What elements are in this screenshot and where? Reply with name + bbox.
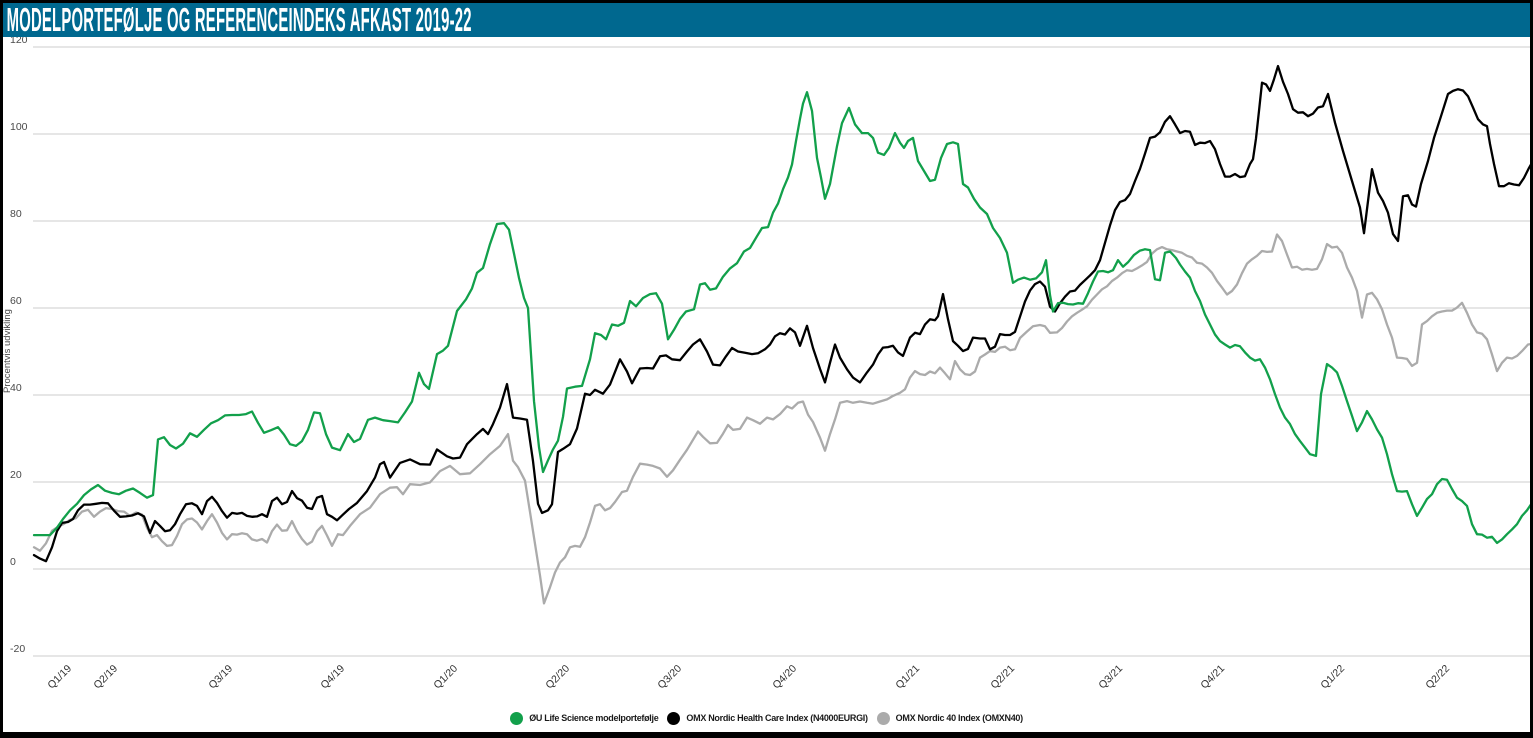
x-tick-label: Q2/22 [1423, 663, 1452, 692]
y-tick-label: 40 [10, 382, 22, 394]
x-tick-label: Q4/21 [1198, 663, 1227, 692]
series-line-healthcare-index [32, 64, 1533, 563]
x-tick-label: Q1/19 [45, 663, 74, 692]
series-line-portfolio [32, 91, 1533, 545]
y-tick-label: 0 [10, 556, 16, 568]
title-bar: MODELPORTEFØLJE OG REFERENCEINDEKS AFKAS… [3, 3, 1530, 37]
x-tick-label: Q2/21 [988, 663, 1017, 692]
x-tick-label: Q3/21 [1096, 663, 1125, 692]
y-tick-label: 20 [10, 469, 22, 481]
frame-border-right [1530, 0, 1533, 738]
y-tick-label: -20 [10, 643, 25, 655]
chart-legend: ØU Life Science modelportefølje OMX Nordi… [0, 705, 1533, 731]
series-line-nordic40-index [32, 233, 1533, 605]
y-tick-label: 80 [10, 208, 22, 220]
legend-item: OMX Nordic Health Care Index (N4000EURGI… [667, 711, 868, 725]
y-tick-label: 60 [10, 295, 22, 307]
legend-item: ØU Life Science modelportefølje [510, 711, 659, 725]
y-axis-title: Procentvis udvikling [2, 309, 13, 393]
frame-border-top [0, 0, 1533, 3]
x-tick-label: Q1/22 [1318, 663, 1347, 692]
x-tick-label: Q1/20 [431, 663, 460, 692]
y-tick-label: 100 [10, 121, 28, 133]
x-tick-label: Q3/20 [655, 663, 684, 692]
chart-title: MODELPORTEFØLJE OG REFERENCEINDEKS AFKAS… [6, 1, 472, 38]
legend-dot-icon [667, 711, 681, 725]
x-tick-label: Q2/19 [91, 663, 120, 692]
frame-border-bottom [0, 732, 1533, 738]
y-tick-label: 120 [10, 34, 28, 46]
x-tick-label: Q1/21 [893, 663, 922, 692]
x-tick-label: Q4/19 [318, 663, 347, 692]
frame-border-left [0, 0, 3, 738]
legend-label: OMX Nordic 40 Index (OMXN40) [895, 713, 1023, 723]
x-tick-label: Q3/19 [206, 663, 235, 692]
legend-label: ØU Life Science modelportefølje [529, 713, 659, 723]
legend-dot-icon [510, 711, 524, 725]
legend-dot-icon [876, 711, 890, 725]
x-tick-label: Q2/20 [543, 663, 572, 692]
legend-item: OMX Nordic 40 Index (OMXN40) [876, 711, 1023, 725]
legend-label: OMX Nordic Health Care Index (N4000EURGI… [686, 713, 868, 723]
x-tick-label: Q4/20 [770, 663, 799, 692]
